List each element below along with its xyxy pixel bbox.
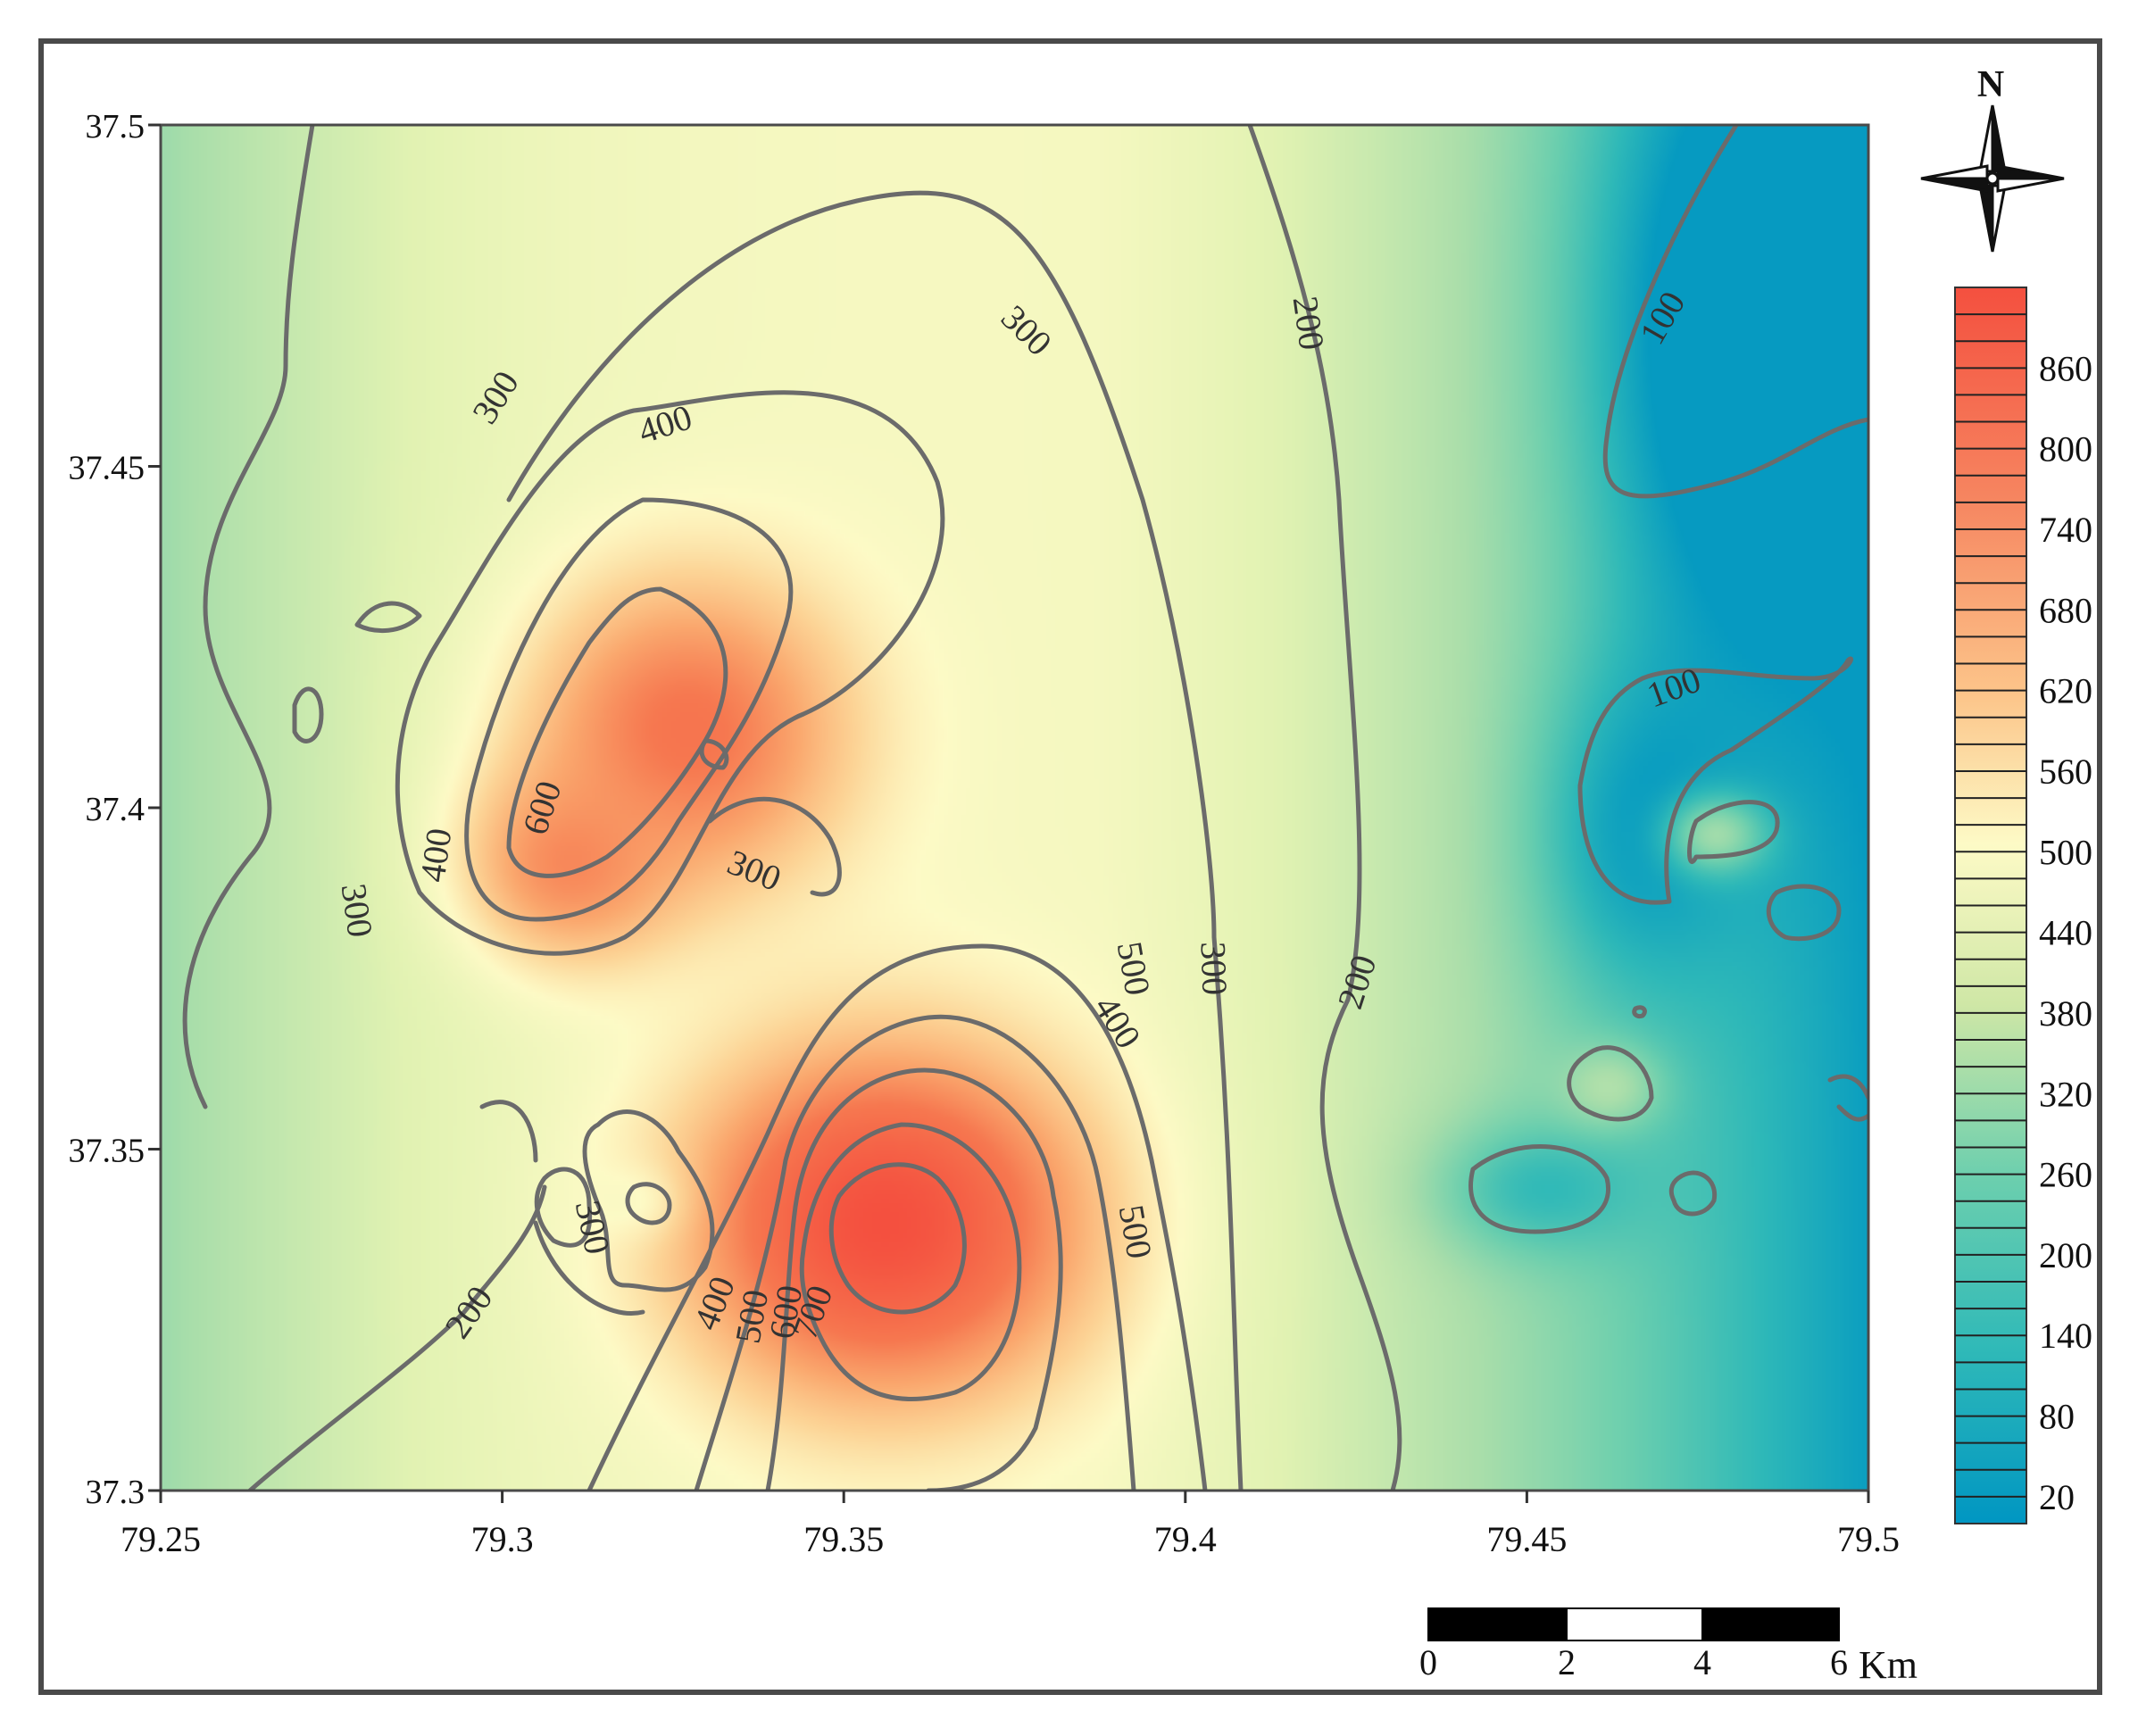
colorbar-tick-labels: 860 800 740 680 620 560 500 440 380 320 260 200 140 8… [2039, 348, 2092, 1517]
contour-400-central [395, 390, 945, 956]
contour-600-south [765, 1067, 1063, 1491]
contour-100-east-small [1668, 1170, 1718, 1217]
colorbar-tick-label: 380 [2039, 993, 2092, 1034]
y-tick-label: 37.5 [86, 108, 146, 145]
y-tick-label: 37.3 [86, 1474, 146, 1511]
scale-bar-segment-2 [1566, 1607, 1703, 1641]
contour-dot-1 [1632, 1005, 1647, 1018]
colorbar-tick-label: 80 [2039, 1397, 2075, 1437]
scale-bar-segment-3 [1701, 1607, 1840, 1641]
contour-300-west [182, 125, 315, 1109]
x-tick-label: 79.3 [471, 1519, 534, 1559]
contour-200-north [1247, 125, 1402, 1491]
y-axis: 37.5 37.45 37.4 37.35 37.3 [69, 108, 161, 1511]
contour-150-southwest [625, 1182, 672, 1225]
colorbar-tick-label: 320 [2039, 1074, 2092, 1114]
north-arrow: N [1920, 64, 2065, 253]
contour-label: 500 [1110, 939, 1159, 999]
colorbar-tick-label: 440 [2039, 913, 2092, 953]
y-tick-label: 37.45 [69, 450, 146, 487]
contour-label: 500 [1111, 1202, 1161, 1262]
contour-600-central [506, 586, 728, 878]
contour-label: 400 [412, 826, 460, 885]
contour-800-south [828, 1162, 967, 1315]
contour-300-west-bend [479, 1100, 645, 1316]
colorbar-tick-label: 860 [2039, 348, 2092, 388]
contour-300-central-notch [707, 796, 842, 897]
x-tick-label: 79.25 [121, 1519, 201, 1559]
contour-label: 300 [1193, 941, 1235, 996]
colorbar-divisions [1955, 313, 2026, 1498]
contour-label: 600 [761, 1283, 811, 1342]
x-tick-label: 79.5 [1837, 1519, 1900, 1559]
colorbar-tick-label: 260 [2039, 1155, 2092, 1195]
colorbar-tick-label: 680 [2039, 590, 2092, 630]
contour-700-south [799, 1122, 1022, 1401]
scale-tick-0: 0 [1419, 1642, 1437, 1682]
colorbar-tick-label: 200 [2039, 1235, 2092, 1275]
contour-lines [182, 125, 1868, 1491]
contour-label: 300 [334, 881, 381, 940]
contour-200-southwest-island [582, 1109, 715, 1292]
figure-frame [38, 38, 2102, 1695]
scale-tick-6: 6 [1830, 1642, 1848, 1682]
contour-100-east-low [1468, 1144, 1610, 1234]
colorbar-tick-label: 500 [2039, 832, 2092, 872]
colorbar-tick-label: 740 [2039, 510, 2092, 550]
contour-label: 500 [728, 1287, 777, 1347]
colorbar-tick-label: 800 [2039, 429, 2092, 469]
contour-100-northeast [1602, 125, 1868, 499]
colorbar-tick-label: 140 [2039, 1316, 2092, 1356]
scale-unit: Km [1859, 1643, 1918, 1687]
y-tick-label: 37.35 [69, 1133, 146, 1170]
scale-bar: 0 2 4 6 Km [1419, 1607, 1918, 1687]
x-tick-label: 79.4 [1154, 1519, 1217, 1559]
colorbar: 860 800 740 680 620 560 500 440 380 320 260 200 140 8… [1954, 287, 2092, 1524]
contour-300-northwest [506, 190, 1244, 1491]
north-label: N [1977, 64, 2004, 105]
colorbar-tick-label: 20 [2039, 1477, 2075, 1517]
scale-tick-2: 2 [1558, 1642, 1576, 1682]
contour-200-east-loops [1567, 800, 1868, 1122]
x-tick-label: 79.45 [1486, 1519, 1567, 1559]
value-surface [161, 125, 1868, 1491]
contour-500-central [464, 497, 794, 922]
colorbar-tick-label: 620 [2039, 671, 2092, 711]
contour-200-south-west [247, 1184, 547, 1491]
contour-label: 200 [1285, 294, 1333, 353]
contour-100-east-oval [1766, 884, 1842, 942]
contour-500-south [694, 1014, 1136, 1491]
contour-small-peak [699, 738, 729, 770]
scale-tick-4: 4 [1693, 1642, 1711, 1682]
y-tick-label: 37.4 [86, 791, 146, 828]
contour-100-east [1577, 656, 1854, 905]
scale-bar-segment-1 [1427, 1607, 1568, 1641]
compass-icon [1920, 104, 2065, 253]
x-tick-label: 79.35 [803, 1519, 884, 1559]
colorbar-tick-label: 560 [2039, 752, 2092, 792]
x-axis: 79.25 79.3 79.35 79.4 79.45 79.5 [121, 1491, 1900, 1559]
contour-300-north-west-lobe [292, 601, 422, 743]
